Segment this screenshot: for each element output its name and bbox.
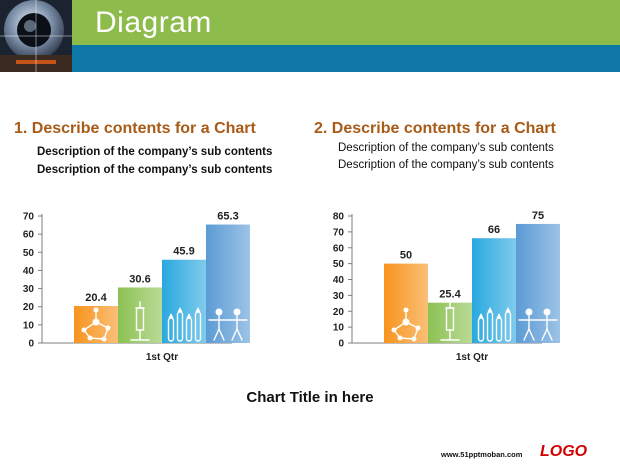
bar-value-label: 75: [532, 210, 544, 222]
y-tick-label: 30: [23, 284, 35, 295]
footer-url: www.51pptmoban.com: [441, 450, 523, 459]
bar-value-label: 65.3: [217, 211, 238, 223]
right-description-1: Description of the company’s sub content…: [338, 142, 554, 154]
x-category-label: 1st Qtr: [456, 352, 488, 363]
syringe-icon: [440, 301, 460, 341]
bar-3: [472, 238, 516, 343]
bar-value-label: 66: [488, 224, 500, 236]
left-description-1: Description of the company’s sub content…: [37, 146, 273, 158]
x-category-label: 1st Qtr: [146, 352, 178, 363]
right-section-heading: 2. Describe contents for a Chart: [314, 120, 556, 137]
page-title: Diagram: [95, 6, 212, 39]
y-tick-label: 80: [333, 212, 345, 223]
bar-3: [162, 259, 206, 343]
header-band: [0, 0, 620, 45]
bar-value-label: 25.4: [439, 289, 461, 301]
syringe-icon: [130, 301, 150, 341]
y-tick-label: 50: [23, 248, 35, 259]
bar-value-label: 30.6: [129, 273, 150, 285]
people-icon: [208, 308, 248, 341]
header-photo: [0, 0, 72, 72]
y-tick-label: 30: [333, 291, 345, 302]
test-tubes-icon: [477, 307, 512, 342]
y-tick-label: 60: [333, 243, 345, 254]
footer-logo: LOGO: [540, 443, 588, 460]
header-strip: [0, 45, 620, 72]
bar-4: [516, 223, 560, 343]
test-tubes-icon: [167, 307, 202, 342]
y-tick-label: 40: [23, 266, 35, 277]
bar-value-label: 45.9: [173, 246, 194, 258]
y-tick-label: 70: [333, 227, 345, 238]
y-tick-label: 70: [23, 212, 35, 223]
y-tick-label: 40: [333, 275, 345, 286]
molecule-icon: [391, 307, 421, 342]
left-description-2: Description of the company’s sub content…: [37, 164, 273, 176]
y-tick-label: 0: [338, 339, 344, 350]
y-tick-label: 10: [333, 323, 345, 334]
people-icon: [518, 308, 558, 341]
y-tick-label: 0: [28, 339, 34, 350]
bar-value-label: 50: [400, 250, 412, 262]
y-tick-label: 10: [23, 320, 35, 331]
y-tick-label: 20: [23, 302, 35, 313]
left-section-heading: 1. Describe contents for a Chart: [14, 120, 256, 137]
y-tick-label: 20: [333, 307, 345, 318]
right-bar-chart: 0 10 20 30 40 50 60 70 80 50 25.4 66 75 1st Qtr: [333, 210, 560, 363]
molecule-icon: [81, 307, 111, 342]
bar-value-label: 20.4: [85, 292, 107, 304]
bar-4: [206, 224, 250, 343]
right-description-2: Description of the company’s sub content…: [338, 159, 554, 171]
chart-title: Chart Title in here: [246, 389, 374, 406]
bar-1: [384, 263, 428, 343]
y-tick-label: 50: [333, 259, 345, 270]
left-bar-chart: 0 10 20 30 40 50 60 70 20.4 30.6 45.9 65.3 1st Qtr: [23, 211, 250, 363]
y-tick-label: 60: [23, 230, 35, 241]
